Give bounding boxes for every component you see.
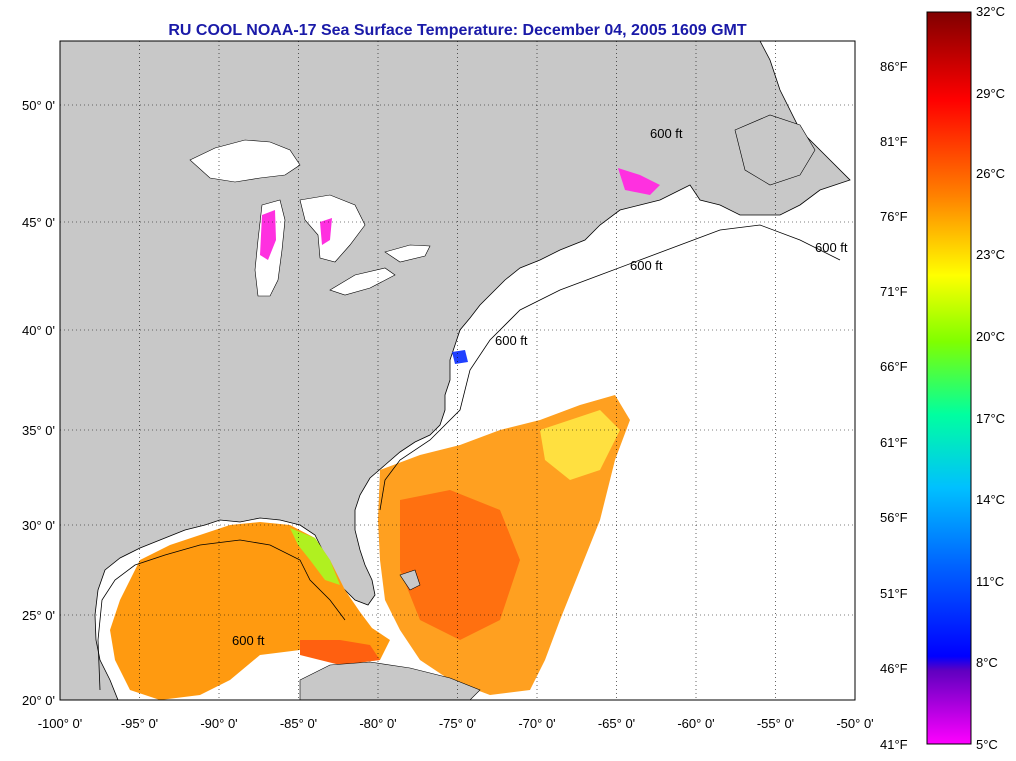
lake-ontario: [384, 244, 431, 263]
latitude-labels: 50° 0' 45° 0' 40° 0' 35° 0' 30° 0' 25° 0' 20° …: [22, 98, 55, 708]
colorbar-celsius-label: 32°C: [976, 4, 1006, 19]
colorbar-fahrenheit-label: 41°F: [880, 737, 908, 752]
map-title: RU COOL NOAA-17 Sea Surface Temperature:…: [168, 22, 747, 39]
sst-atlantic-warm: [400, 490, 520, 640]
lon-tick-label: -50° 0': [836, 716, 873, 731]
contour-label-2: 600 ft: [630, 258, 663, 273]
colorbar: [926, 11, 972, 745]
colorbar-celsius-label: 5°C: [976, 737, 998, 752]
land-cuba: [299, 661, 481, 700]
longitude-labels: -100° 0' -95° 0' -90° 0' -85° 0' -80° 0' -75°…: [38, 716, 874, 731]
colorbar-celsius-label: 11°C: [976, 574, 1005, 589]
lon-tick-label: -95° 0': [121, 716, 158, 731]
colorbar-fahrenheit-label: 71°F: [880, 284, 908, 299]
colorbar-fahrenheit-label: 46°F: [880, 661, 908, 676]
land-north-america: [60, 41, 851, 700]
contour-600ft: [97, 224, 841, 691]
lat-tick-label: 50° 0': [22, 98, 55, 113]
colorbar-celsius-label: 23°C: [976, 247, 1006, 262]
contour-label-5: 600 ft: [232, 633, 265, 648]
lat-tick-label: 45° 0': [22, 215, 55, 230]
colorbar-fahrenheit-label: 66°F: [880, 359, 908, 374]
cold-spot-chesapeake: [452, 350, 468, 364]
colorbar-celsius-label: 14°C: [976, 492, 1006, 507]
colorbar-fahrenheit-label: 76°F: [880, 209, 908, 224]
lon-tick-label: -90° 0': [200, 716, 237, 731]
map-frame: [59, 40, 856, 701]
colorbar-celsius-label: 20°C: [976, 329, 1006, 344]
contour-label-3: 600 ft: [815, 240, 848, 255]
lon-tick-label: -100° 0': [38, 716, 83, 731]
lat-tick-label: 30° 0': [22, 518, 55, 533]
colorbar-celsius-label: 26°C: [976, 166, 1006, 181]
land-newfoundland: [734, 114, 816, 186]
lon-tick-label: -65° 0': [598, 716, 635, 731]
sst-gulf-cool: [290, 528, 340, 585]
colorbar-fahrenheit-label: 86°F: [880, 59, 908, 74]
lat-tick-label: 20° 0': [22, 693, 55, 708]
colorbar-celsius-label: 8°C: [976, 655, 998, 670]
cold-spot-michigan: [260, 210, 276, 260]
sst-atlantic-yellow: [540, 410, 620, 480]
lake-superior: [189, 139, 301, 183]
lat-tick-label: 35° 0': [22, 423, 55, 438]
lon-tick-label: -85° 0': [280, 716, 317, 731]
lat-tick-label: 40° 0': [22, 323, 55, 338]
colorbar-celsius-label: 17°C: [976, 411, 1006, 426]
lake-huron: [299, 194, 366, 263]
colorbar-fahrenheit-label: 56°F: [880, 510, 908, 525]
contour-label-1: 600 ft: [495, 333, 528, 348]
lon-tick-label: -75° 0': [439, 716, 476, 731]
lon-tick-label: -60° 0': [677, 716, 714, 731]
lon-tick-label: -55° 0': [757, 716, 794, 731]
cold-spot-huron: [320, 218, 332, 245]
lake-erie: [329, 267, 396, 296]
lat-tick-label: 25° 0': [22, 608, 55, 623]
cold-spot-stlawrence: [618, 168, 660, 195]
land-bahamas: [399, 569, 421, 591]
lon-tick-label: -70° 0': [518, 716, 555, 731]
colorbar-fahrenheit-label: 81°F: [880, 134, 908, 149]
colorbar-fahrenheit-label: 61°F: [880, 435, 908, 450]
colorbar-celsius-label: 29°C: [976, 86, 1006, 101]
sst-gulf-warm: [300, 640, 380, 665]
contour-label-4: 600 ft: [650, 126, 683, 141]
lon-tick-label: -80° 0': [359, 716, 396, 731]
colorbar-fahrenheit-label: 51°F: [880, 586, 908, 601]
